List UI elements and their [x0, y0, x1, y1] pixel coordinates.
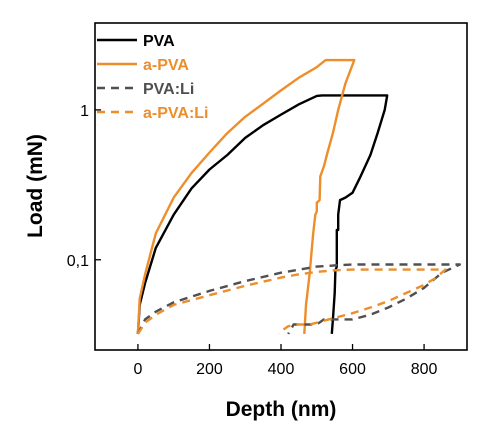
y-tick-label: 0,1: [67, 253, 89, 270]
x-tick-label: 0: [133, 361, 142, 378]
x-axis-title: Depth (nm): [226, 398, 337, 421]
legend-label: PVA: [143, 33, 175, 50]
series-line-a-pva: [136, 58, 356, 334]
legend-label: a-PVA:Li: [143, 105, 208, 122]
legend-label: a-PVA: [143, 57, 189, 74]
legend-label: PVA:Li: [143, 81, 194, 98]
y-axis-title: Load (mN): [24, 134, 47, 238]
axis-ticks: 0 200 400 600 800 0,1 1: [67, 103, 438, 378]
y-tick-label: 1: [80, 103, 89, 120]
x-tick-label: 600: [339, 361, 366, 378]
series-line-a-pva-li: [136, 268, 447, 335]
series-line-pva-li: [136, 263, 461, 335]
legend: PVA a-PVA PVA:Li a-PVA:Li: [97, 33, 208, 122]
x-tick-label: 400: [268, 361, 295, 378]
series-line-pva: [136, 94, 389, 334]
series-layer: [136, 58, 461, 335]
x-tick-label: 800: [411, 361, 438, 378]
x-tick-label: 200: [196, 361, 223, 378]
